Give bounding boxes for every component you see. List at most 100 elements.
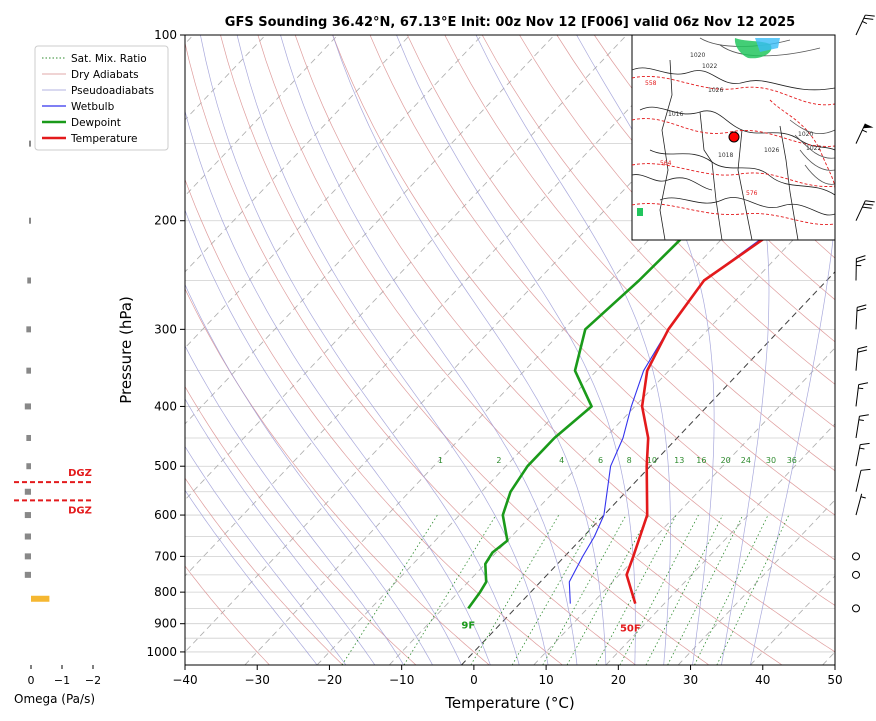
map-contour-label: 576 xyxy=(746,190,758,197)
map-contour-label: 564 xyxy=(660,160,672,167)
mixing-ratio-line xyxy=(595,514,677,665)
mixing-ratio-label: 2 xyxy=(496,456,501,465)
location-marker xyxy=(728,131,740,143)
dry-adiabat-line xyxy=(556,35,835,343)
map-isobar xyxy=(789,119,835,134)
x-tick-label: 50 xyxy=(827,673,842,687)
chart-title: GFS Sounding 36.42°N, 67.13°E Init: 00z … xyxy=(225,15,795,30)
y-tick-label: 200 xyxy=(154,214,177,228)
wind-barb xyxy=(855,304,867,330)
inset-map: 1020 1022 1026 1016 1018 1020 1022 1026 576 564 55… xyxy=(631,34,836,241)
omega-tick-label: −1 xyxy=(54,674,70,687)
map-border-line xyxy=(632,67,835,91)
x-tick-label: 30 xyxy=(683,673,698,687)
y-axis-label: Pressure (hPa) xyxy=(117,296,135,404)
barb-staff xyxy=(855,200,866,221)
omega-bar xyxy=(24,553,31,560)
isotherm-line xyxy=(185,35,483,349)
mixing-ratio-line xyxy=(619,514,699,665)
barb-staff xyxy=(855,470,862,492)
mixing-ratio-label: 10 xyxy=(647,456,657,465)
pseudoadiabat-line xyxy=(280,35,578,665)
map-isobar xyxy=(799,149,835,171)
omega-bar xyxy=(26,463,31,470)
barb-staff xyxy=(855,416,860,439)
omega-bar xyxy=(26,326,31,333)
isotherm-line xyxy=(185,35,339,197)
map-contour-label: 1022 xyxy=(806,145,821,152)
barb-feather xyxy=(857,349,867,353)
barb-half-feather xyxy=(862,20,868,24)
x-tick-label: −20 xyxy=(317,673,342,687)
mixing-ratio-label: 4 xyxy=(559,456,564,465)
map-contour-label: 1020 xyxy=(690,52,705,59)
pseudoadiabat-line xyxy=(185,209,462,665)
omega-bar xyxy=(26,367,31,374)
pseudoadiabat-line xyxy=(200,35,520,665)
map-height-contour xyxy=(632,203,835,226)
mixing-ratio-label: 6 xyxy=(598,456,603,465)
y-tick-label: 400 xyxy=(154,399,177,413)
y-tick-label: 600 xyxy=(154,508,177,522)
pseudoadiabat-line xyxy=(185,489,318,665)
dgz-label: DGZ xyxy=(68,468,92,479)
mixing-ratio-label: 13 xyxy=(674,456,684,465)
omega-bar xyxy=(24,488,31,495)
map-contour-label: 1020 xyxy=(798,131,813,138)
y-tick-label: 800 xyxy=(154,585,177,599)
y-tick-label: 100 xyxy=(154,28,177,42)
barb-feather xyxy=(862,206,872,209)
wind-barb xyxy=(855,493,866,516)
x-tick-label: 20 xyxy=(611,673,626,687)
map-border-line xyxy=(779,125,799,240)
omega-tick-label: −2 xyxy=(85,674,101,687)
barb-feather xyxy=(859,414,869,417)
map-contour-label: 1018 xyxy=(718,152,733,159)
mixing-ratio-label: 1 xyxy=(438,456,443,465)
wind-barb xyxy=(855,414,869,439)
omega-bar xyxy=(24,571,31,578)
wind-barb xyxy=(855,14,875,36)
surface-temperature-label: 50F xyxy=(620,624,641,635)
map-border-line xyxy=(649,149,835,196)
inset-map-content: 1020 1022 1026 1016 1018 1020 1022 1026 576 564 55… xyxy=(632,37,835,240)
isotherm-line xyxy=(185,35,627,501)
mixing-ratio-line xyxy=(341,514,438,665)
mixing-ratio-label: 16 xyxy=(696,456,706,465)
dry-adiabat-line xyxy=(257,35,783,665)
y-tick-label: 700 xyxy=(154,549,177,563)
dry-adiabat-line xyxy=(519,35,835,385)
barb-feather xyxy=(863,203,874,206)
map-height-contour xyxy=(769,99,835,191)
omega-tick-label: 0 xyxy=(28,674,35,687)
map-height-contour xyxy=(632,118,835,147)
calm-wind-marker xyxy=(852,604,860,613)
x-tick-label: 0 xyxy=(470,673,478,687)
pseudoadiabat-line xyxy=(475,35,671,665)
y-tick-label: 900 xyxy=(154,617,177,631)
mixing-ratio-line xyxy=(470,514,560,665)
map-border-line xyxy=(632,174,713,191)
wind-barb xyxy=(855,255,866,281)
map-contour-label: 1026 xyxy=(708,87,723,94)
isotherm-line xyxy=(185,35,700,577)
barb-feather xyxy=(863,17,874,20)
legend-box xyxy=(34,45,169,151)
map-precip-area xyxy=(755,38,780,52)
dry-adiabat-line xyxy=(444,35,835,472)
barb-half-feather xyxy=(858,419,864,421)
map-contour-label: 558 xyxy=(645,80,657,87)
dry-adiabat-line xyxy=(185,385,417,665)
pseudoadiabat-line xyxy=(185,445,347,665)
mixing-ratio-label: 20 xyxy=(721,456,731,465)
legend-label: Dewpoint xyxy=(71,117,121,129)
isotherm-line xyxy=(461,271,835,665)
mixing-ratio-label: 24 xyxy=(741,456,751,465)
legend-label: Pseudoadiabats xyxy=(71,85,154,97)
surface-dewpoint-label: 9F xyxy=(461,620,475,631)
wind-barb xyxy=(855,442,870,467)
pseudoadiabat-line xyxy=(750,35,835,665)
barb-half-feather xyxy=(860,496,866,499)
y-tick-label: 1000 xyxy=(146,645,177,659)
